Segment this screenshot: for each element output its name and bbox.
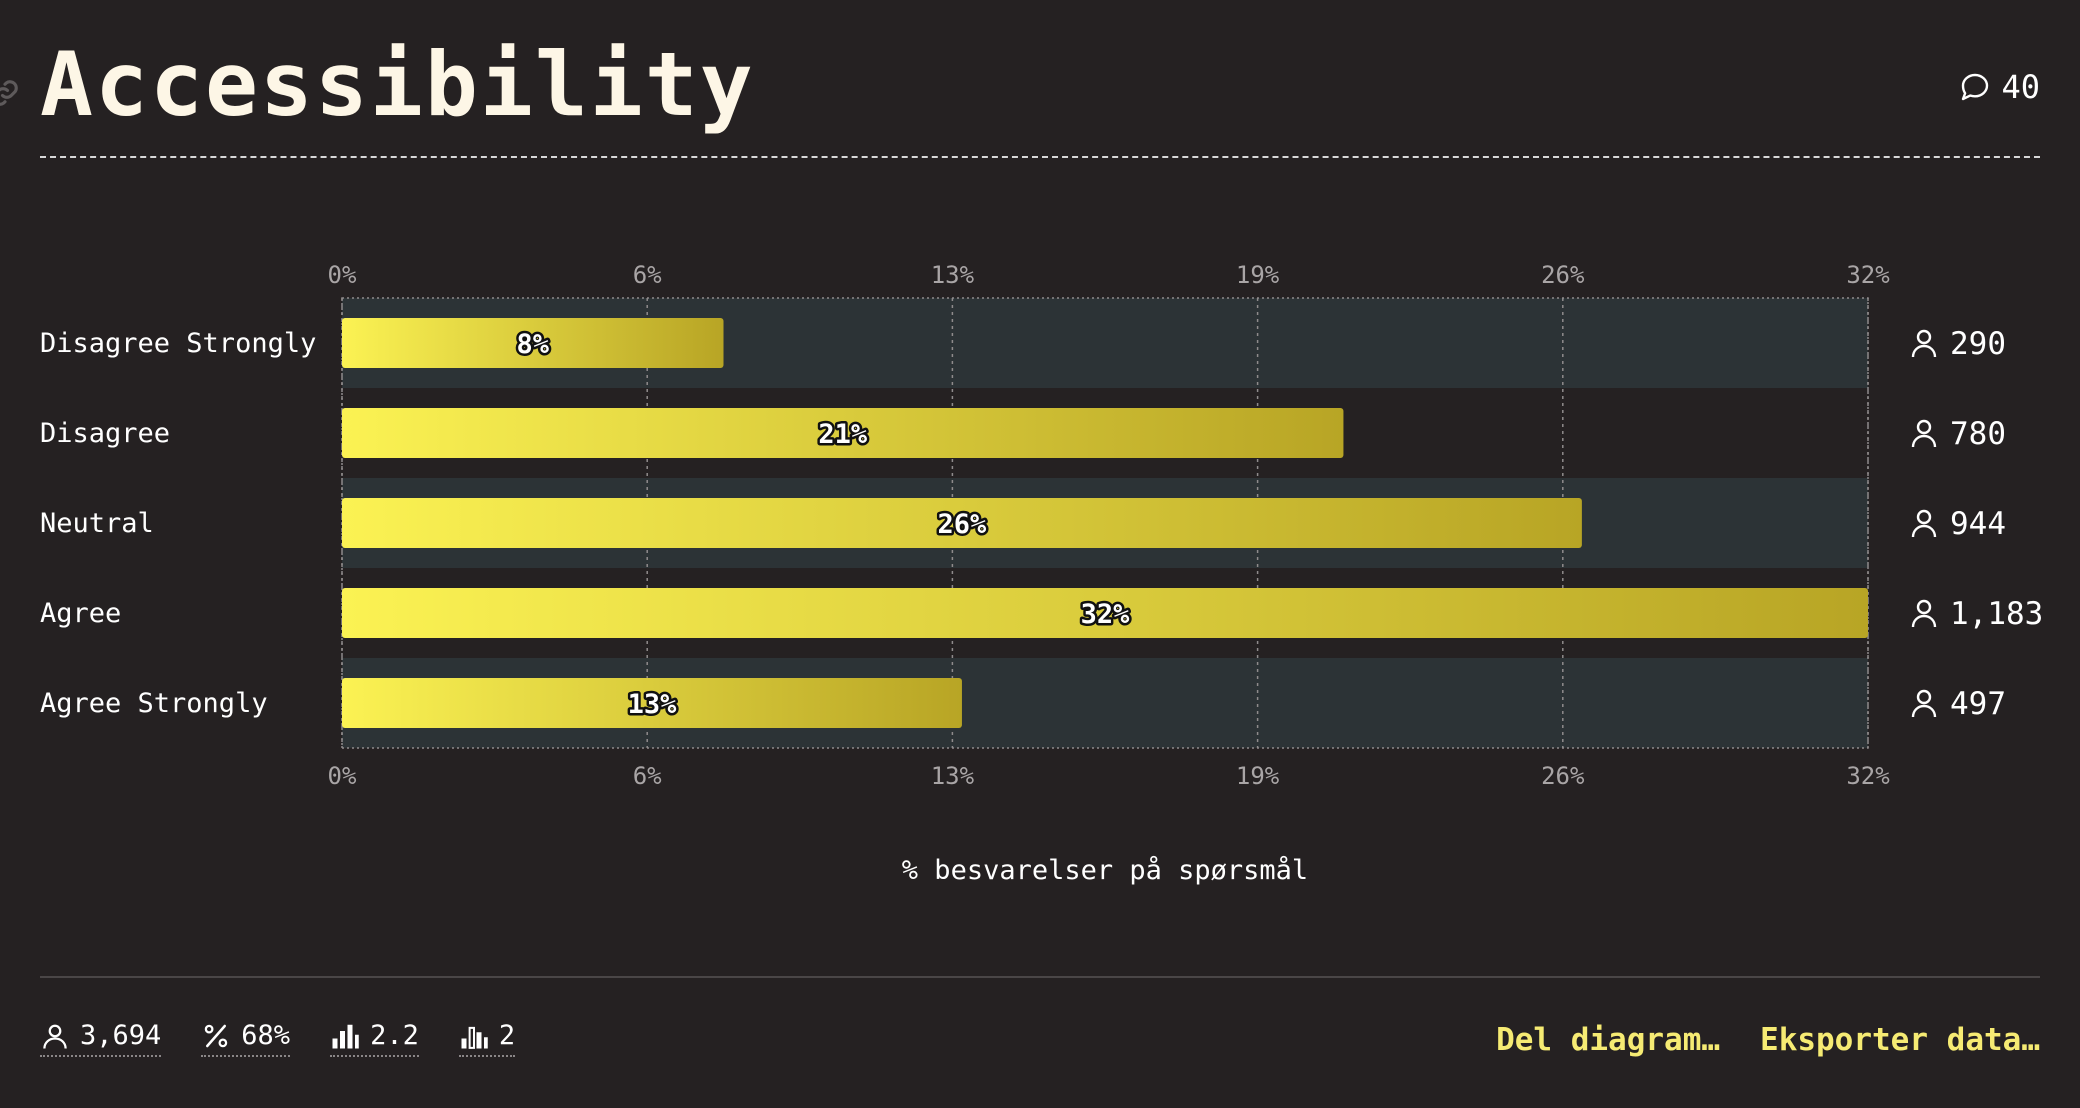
x-tick-label-top: 6% — [633, 261, 662, 289]
bar-value-label: 8% — [516, 329, 549, 360]
x-tick-label-bottom: 0% — [328, 762, 357, 790]
person-icon — [1911, 509, 1937, 538]
header-divider — [40, 156, 2040, 158]
x-tick-label-bottom: 19% — [1236, 762, 1280, 790]
bar — [342, 318, 724, 368]
category-label: Agree — [40, 598, 121, 629]
category-label: Neutral — [40, 508, 154, 539]
export-data-button[interactable]: Eksporter data… — [1760, 1022, 2040, 1058]
x-tick-label-bottom: 26% — [1541, 762, 1585, 790]
x-tick-label-top: 19% — [1236, 261, 1280, 289]
page-title: Accessibility — [40, 33, 755, 136]
stat-mode[interactable]: 2 — [458, 1020, 516, 1057]
category-label: Disagree — [40, 418, 170, 449]
bar-chart: 0% 0% 6% 6% 13% 13% 19% 19% 26% 26% 32% 32% Disagree… — [40, 261, 2043, 790]
stats-bar: 3,694 68% 2.2 2 — [40, 1020, 516, 1057]
category-label: Agree Strongly — [40, 688, 268, 719]
bar — [342, 498, 1582, 548]
comments-button[interactable]: 40 — [1959, 68, 2040, 106]
stat-value: 3,694 — [80, 1020, 162, 1051]
stat-average[interactable]: 2.2 — [330, 1020, 419, 1057]
bar — [342, 588, 1868, 638]
comment-icon — [1962, 73, 1989, 101]
respondent-count: 1,183 — [1950, 596, 2043, 632]
x-tick-label-top: 0% — [328, 261, 357, 289]
person-icon — [1911, 689, 1937, 718]
x-tick-label-bottom: 13% — [931, 762, 975, 790]
bar — [342, 408, 1344, 458]
share-chart-button[interactable]: Del diagram… — [1496, 1022, 1721, 1058]
percent-icon — [205, 1024, 228, 1047]
x-tick-label-top: 13% — [931, 261, 975, 289]
person-icon — [43, 1024, 67, 1049]
bar-value-label: 32% — [1081, 599, 1131, 630]
respondent-count: 497 — [1950, 686, 2006, 722]
category-label: Disagree Strongly — [40, 328, 316, 359]
comment-count: 40 — [2001, 68, 2040, 106]
chart-actions: Del diagram… Eksporter data… — [1496, 1022, 2040, 1058]
respondent-count: 780 — [1950, 416, 2006, 452]
stat-percent[interactable]: 68% — [201, 1020, 291, 1057]
bar-chart-outline-icon — [461, 1026, 488, 1049]
bar — [342, 678, 962, 728]
person-icon — [1911, 599, 1937, 628]
stat-value: 2.2 — [370, 1020, 419, 1051]
bar-value-label: 13% — [628, 689, 678, 720]
respondent-count: 944 — [1950, 506, 2006, 542]
person-icon — [1911, 329, 1937, 358]
respondent-count: 290 — [1950, 326, 2006, 362]
x-tick-label-bottom: 6% — [633, 762, 662, 790]
x-tick-label-top: 32% — [1846, 261, 1890, 289]
stat-value: 68% — [241, 1020, 291, 1051]
stat-value: 2 — [498, 1020, 516, 1051]
bar-value-label: 26% — [938, 509, 988, 540]
person-icon — [1911, 419, 1937, 448]
bar-chart-icon — [332, 1024, 359, 1048]
x-tick-label-top: 26% — [1541, 261, 1585, 289]
link-icon[interactable] — [0, 78, 20, 108]
footer-divider — [40, 976, 2040, 978]
x-axis-title: % besvarelser på spørsmål — [901, 855, 1309, 886]
bar-value-label: 21% — [818, 419, 868, 450]
x-tick-label-bottom: 32% — [1846, 762, 1890, 790]
stat-respondents[interactable]: 3,694 — [40, 1020, 162, 1057]
